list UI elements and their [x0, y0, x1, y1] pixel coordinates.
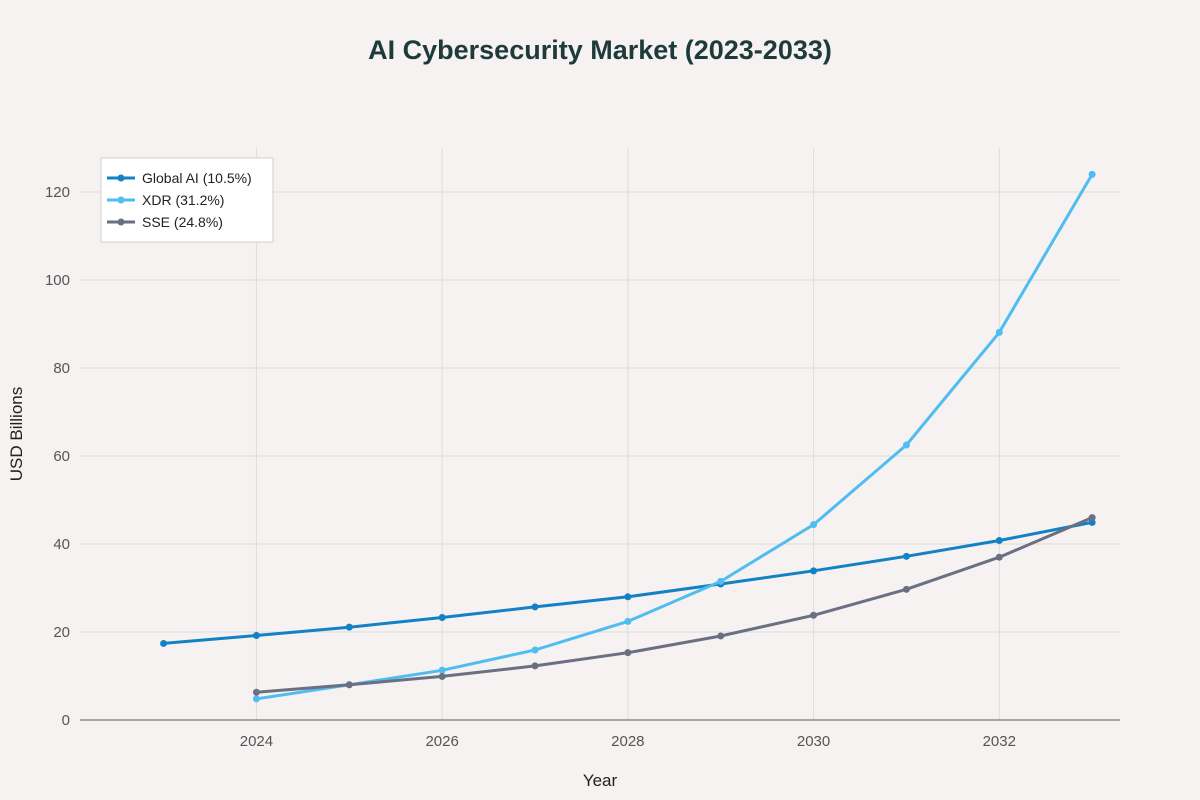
y-tick-label: 80 [53, 360, 70, 377]
series-0 [160, 518, 1096, 647]
legend: Global AI (10.5%) XDR (31.2%) SSE (24.8%) [100, 157, 274, 243]
data-point[interactable] [810, 567, 818, 575]
data-point[interactable] [531, 603, 539, 611]
data-point[interactable] [995, 553, 1003, 561]
chart-title: AI Cybersecurity Market (2023-2033) [368, 35, 832, 65]
data-point[interactable] [1088, 518, 1096, 526]
data-point[interactable] [438, 613, 446, 621]
data-point[interactable] [717, 632, 725, 640]
y-tick-label: 100 [45, 272, 70, 289]
legend-marker [117, 196, 125, 204]
data-point[interactable] [438, 666, 446, 674]
axes: 0 20 40 60 80 100 120 2024 2026 2028 2030 2032 [45, 184, 1120, 750]
data-point[interactable] [1088, 170, 1096, 178]
legend-marker [117, 218, 125, 226]
x-tick-label: 2030 [797, 733, 830, 750]
y-tick-label: 20 [53, 624, 70, 641]
x-tick-label: 2032 [983, 733, 1016, 750]
data-point[interactable] [995, 536, 1003, 544]
y-axis-title: USD Billions [7, 387, 26, 481]
legend-item[interactable]: Global AI (10.5%) [107, 170, 252, 186]
legend-marker [117, 174, 125, 182]
legend-label: XDR (31.2%) [142, 192, 224, 208]
series-line [254, 172, 1094, 701]
data-point[interactable] [624, 617, 632, 625]
legend-item[interactable]: SSE (24.8%) [107, 214, 223, 230]
data-point[interactable] [252, 695, 260, 703]
data-point[interactable] [438, 672, 446, 680]
data-point[interactable] [717, 577, 725, 585]
data-point[interactable] [345, 623, 353, 631]
x-tick-label: 2024 [240, 733, 273, 750]
legend-label: Global AI (10.5%) [142, 170, 252, 186]
data-point[interactable] [252, 632, 260, 640]
series-group [160, 170, 1096, 703]
legend-item[interactable]: XDR (31.2%) [107, 192, 224, 208]
data-point[interactable] [995, 328, 1003, 336]
data-point[interactable] [902, 441, 910, 449]
data-point[interactable] [624, 593, 632, 601]
series-1 [252, 170, 1096, 703]
x-tick-label: 2028 [611, 733, 644, 750]
data-point[interactable] [1088, 514, 1096, 522]
series-line [254, 516, 1094, 694]
y-tick-label: 60 [53, 448, 70, 465]
legend-label: SSE (24.8%) [142, 214, 223, 230]
data-point[interactable] [810, 611, 818, 619]
y-tick-label: 120 [45, 184, 70, 201]
data-point[interactable] [252, 688, 260, 696]
data-point[interactable] [902, 585, 910, 593]
data-point[interactable] [345, 681, 353, 689]
y-tick-label: 0 [62, 712, 70, 729]
data-point[interactable] [531, 646, 539, 654]
data-point[interactable] [531, 662, 539, 670]
series-2 [252, 514, 1096, 696]
data-point[interactable] [810, 521, 818, 529]
y-tick-label: 40 [53, 536, 70, 553]
data-point[interactable] [160, 639, 168, 647]
x-axis-title: Year [583, 771, 618, 790]
data-point[interactable] [902, 552, 910, 560]
data-point[interactable] [624, 649, 632, 657]
x-tick-label: 2026 [425, 733, 458, 750]
